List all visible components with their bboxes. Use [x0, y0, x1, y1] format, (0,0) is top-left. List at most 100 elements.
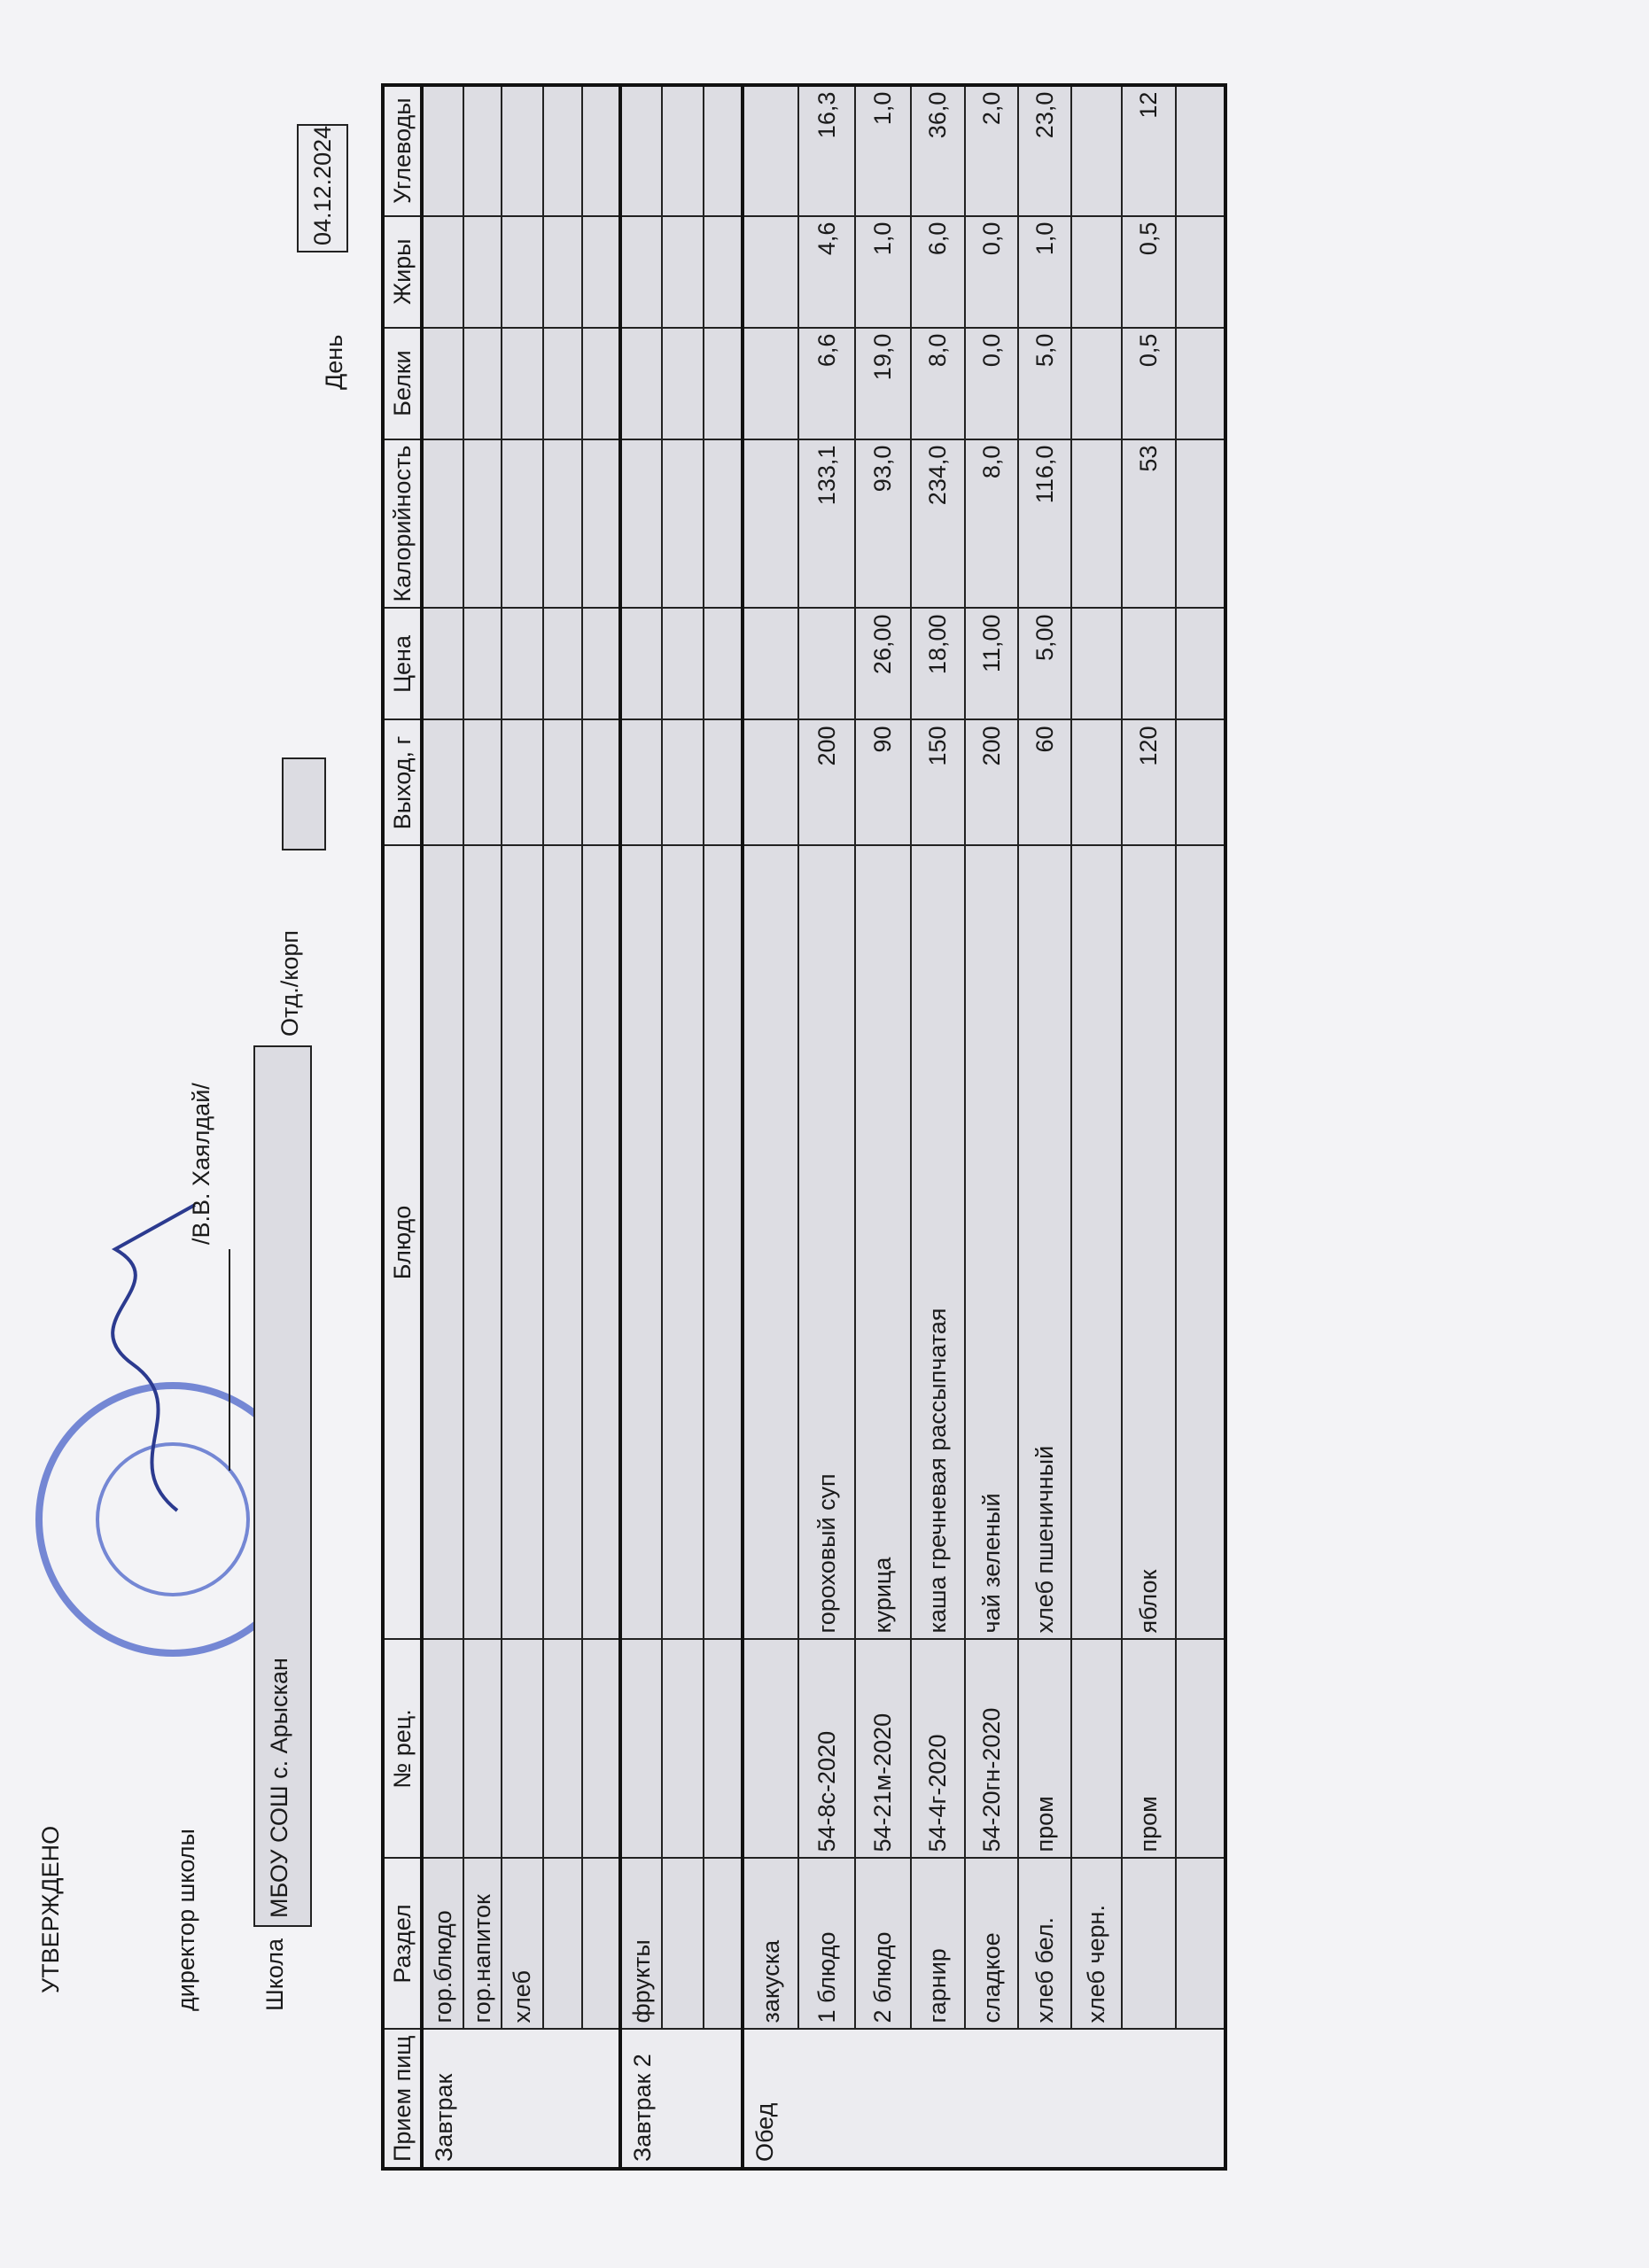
table-cell: фрукты: [620, 1858, 662, 2030]
table-cell: [543, 845, 582, 1640]
table-cell: хлеб черн.: [1071, 1858, 1122, 2030]
table-cell: [582, 608, 620, 720]
table-cell: [704, 84, 743, 216]
table-cell: [662, 845, 704, 1640]
table-row: гарнир 54-4г-2020 каша гречневая рассыпчат…: [911, 84, 965, 2169]
table-cell: 1 блюдо: [798, 1858, 855, 2030]
table-cell: 93,0: [855, 439, 911, 609]
table-cell: [704, 719, 743, 846]
table-cell: 23,0: [1018, 84, 1071, 216]
table-cell: 18,00: [911, 608, 965, 720]
table-row: Завтрак 2 фрукты: [620, 84, 743, 2169]
table-cell: [1071, 719, 1122, 846]
table-row: [704, 84, 743, 2169]
table-cell: 5,0: [1018, 327, 1071, 439]
table-cell: 4,6: [798, 215, 855, 328]
table-cell: 2,0: [965, 84, 1018, 216]
table-row: Обед закуска: [743, 84, 1225, 2169]
table-header: Прием пищ Раздел № рец. Блюдо Выход, г Цена Ка…: [383, 84, 422, 2169]
table-cell: хлеб пшеничный: [1018, 845, 1071, 1640]
table-cell: каша гречневая рассыпчатая: [911, 845, 965, 1640]
table-cell: [1176, 608, 1225, 720]
table-cell: 54-8с-2020: [798, 1639, 855, 1859]
table-cell: [422, 439, 463, 609]
table-cell: гор.блюдо: [422, 1858, 463, 2030]
table-cell: [704, 215, 743, 328]
table-cell: [704, 1858, 743, 2030]
table-row: пром яблок 120 53 0,5 0,5 12: [1122, 84, 1176, 2169]
table-cell: гарнир: [911, 1858, 965, 2030]
table-cell: 116,0: [1018, 439, 1071, 609]
table-cell: [1071, 1639, 1122, 1859]
table-cell: [582, 845, 620, 1640]
table-cell: [620, 215, 662, 328]
table-cell: яблок: [1122, 845, 1176, 1640]
table-row: Завтрак гор.блюдо: [422, 84, 620, 2169]
column-header: Углеводы: [383, 84, 422, 216]
table-cell: [743, 719, 798, 846]
table-cell: 200: [965, 719, 1018, 846]
table-cell: [422, 327, 463, 439]
table-cell: 1,0: [855, 215, 911, 328]
table-cell: 90: [855, 719, 911, 846]
signature: [111, 1203, 196, 1512]
table-cell: [582, 215, 620, 328]
department-field[interactable]: [282, 757, 326, 850]
table-cell: хлеб: [502, 1858, 543, 2030]
table-cell: 8,0: [965, 439, 1018, 609]
school-field[interactable]: МБОУ СОШ с. Арыскан: [253, 1045, 312, 1927]
table-cell: [463, 608, 502, 720]
day-label: День: [321, 334, 347, 390]
table-cell: гор.напиток: [463, 1858, 502, 2030]
table-cell: 16,3: [798, 84, 855, 216]
column-header: Раздел: [383, 1858, 422, 2030]
table-cell: [798, 608, 855, 720]
table-cell: [502, 215, 543, 328]
table-row: [662, 84, 704, 2169]
table-cell: [704, 327, 743, 439]
table-cell: [704, 439, 743, 609]
table-cell: [543, 608, 582, 720]
table-cell: 5,00: [1018, 608, 1071, 720]
department-label: Отд./корп: [276, 930, 303, 1037]
table-cell: [463, 845, 502, 1640]
table-cell: [422, 1639, 463, 1859]
table-cell: 120: [1122, 719, 1176, 846]
table-cell: 0,5: [1122, 327, 1176, 439]
meal-cell: Завтрак: [422, 2029, 620, 2169]
table-cell: [1176, 327, 1225, 439]
table-cell: 133,1: [798, 439, 855, 609]
table-cell: закуска: [743, 1858, 798, 2030]
table-cell: 200: [798, 719, 855, 846]
table-cell: [620, 84, 662, 216]
table-cell: [543, 439, 582, 609]
table-cell: 1,0: [1018, 215, 1071, 328]
table-row: хлеб бел. пром хлеб пшеничный 60 5,00 116,0 5,…: [1018, 84, 1071, 2169]
day-field[interactable]: 04.12.2024: [297, 124, 348, 252]
table-cell: [463, 84, 502, 216]
table-cell: [1071, 84, 1122, 216]
table-cell: 6,0: [911, 215, 965, 328]
school-label: Школа: [261, 1938, 288, 2011]
table-row: хлеб черн.: [1071, 84, 1122, 2169]
meal-cell: Завтрак 2: [620, 2029, 743, 2169]
table-cell: [1071, 608, 1122, 720]
table-cell: [704, 608, 743, 720]
table-cell: [662, 327, 704, 439]
table-cell: [1176, 1858, 1225, 2030]
table-cell: [743, 327, 798, 439]
table-cell: [1122, 608, 1176, 720]
director-label: директор школы: [173, 1829, 199, 2011]
table-cell: [582, 719, 620, 846]
table-cell: пром: [1018, 1639, 1071, 1859]
table-cell: [543, 215, 582, 328]
table-cell: гороховый суп: [798, 845, 855, 1640]
table-cell: [422, 84, 463, 216]
table-cell: [620, 327, 662, 439]
table-cell: [620, 608, 662, 720]
table-cell: [620, 1639, 662, 1859]
table-cell: [543, 719, 582, 846]
table-cell: 12: [1122, 84, 1176, 216]
table-cell: [1071, 327, 1122, 439]
